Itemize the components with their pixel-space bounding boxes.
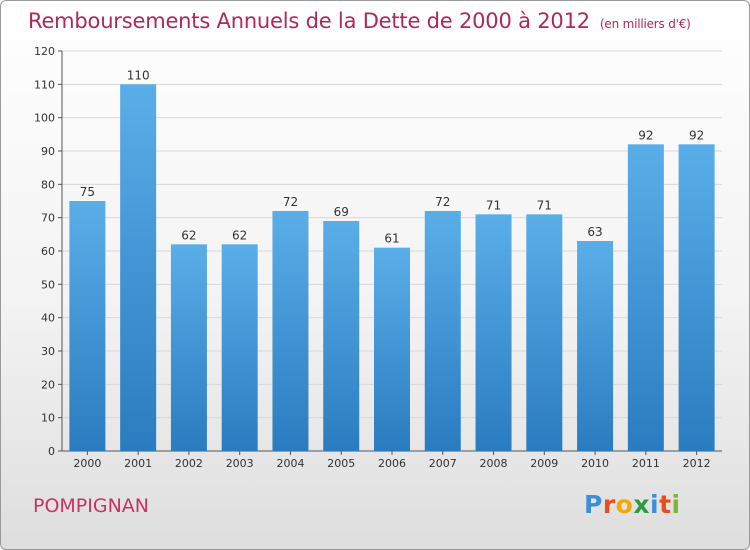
bar-2005 [323, 221, 360, 451]
y-tick-label: 90 [41, 145, 55, 158]
x-tick-label: 2010 [581, 457, 609, 470]
bar-2009 [526, 214, 563, 451]
data-label: 71 [537, 198, 552, 212]
x-tick-label: 2007 [429, 457, 457, 470]
logo-letter: r [602, 490, 616, 519]
title-text: Remboursements Annuels de la Dette de 20… [28, 9, 590, 33]
logo-letter: x [633, 490, 650, 519]
bar-2011 [627, 144, 664, 452]
unit-label: (en milliers d'€) [599, 17, 691, 31]
y-tick-label: 20 [41, 378, 55, 391]
y-tick-label: 10 [41, 412, 55, 425]
x-tick-label: 2004 [276, 457, 304, 470]
data-label: 110 [127, 68, 150, 82]
data-label: 63 [587, 225, 602, 239]
y-tick-label: 30 [41, 345, 55, 358]
bar-2003 [221, 244, 258, 451]
logo-letter: P [584, 490, 603, 519]
data-label: 92 [689, 128, 704, 142]
logo-letter: o [615, 490, 634, 519]
y-tick-label: 40 [41, 312, 55, 325]
y-tick-label: 110 [34, 78, 55, 91]
y-tick-label: 50 [41, 278, 55, 291]
x-tick-label: 2012 [683, 457, 711, 470]
x-tick-label: 2011 [632, 457, 660, 470]
commune-name: POMPIGNAN [33, 495, 150, 517]
x-tick-label: 2009 [530, 457, 558, 470]
data-label: 75 [80, 185, 95, 199]
data-label: 62 [181, 228, 196, 242]
data-label: 72 [283, 195, 298, 209]
y-tick-label: 60 [41, 245, 55, 258]
y-tick-label: 120 [34, 45, 55, 58]
bar-2001 [120, 84, 157, 451]
x-tick-label: 2002 [175, 457, 203, 470]
y-tick-label: 80 [41, 178, 55, 191]
y-tick-label: 70 [41, 212, 55, 225]
x-tick-label: 2006 [378, 457, 406, 470]
x-tick-label: 2005 [327, 457, 355, 470]
x-tick-label: 2008 [480, 457, 508, 470]
bar-2008 [475, 214, 512, 451]
data-label: 69 [334, 205, 349, 219]
x-tick-label: 2001 [124, 457, 152, 470]
bar-2004 [272, 211, 309, 451]
y-tick-label: 0 [48, 445, 55, 458]
bar-2012 [678, 144, 715, 452]
data-label: 72 [435, 195, 450, 209]
x-tick-label: 2003 [226, 457, 254, 470]
logo-letter: i [671, 490, 681, 519]
data-label: 62 [232, 228, 247, 242]
x-tick-label: 2000 [73, 457, 101, 470]
proxiti-logo: Proxiti [584, 490, 681, 519]
chart-title: Remboursements Annuels de la Dette de 20… [28, 9, 691, 33]
bar-2006 [374, 247, 410, 451]
bar-2010 [577, 241, 614, 451]
data-label: 92 [638, 128, 653, 142]
logo-letter: t [659, 490, 672, 519]
logo-letter: i [650, 490, 660, 519]
data-label: 61 [384, 232, 399, 246]
data-label: 71 [486, 198, 501, 212]
bar-2000 [69, 201, 106, 451]
bar-2002 [170, 244, 207, 451]
bar-2007 [424, 211, 461, 451]
y-tick-label: 100 [34, 112, 55, 125]
